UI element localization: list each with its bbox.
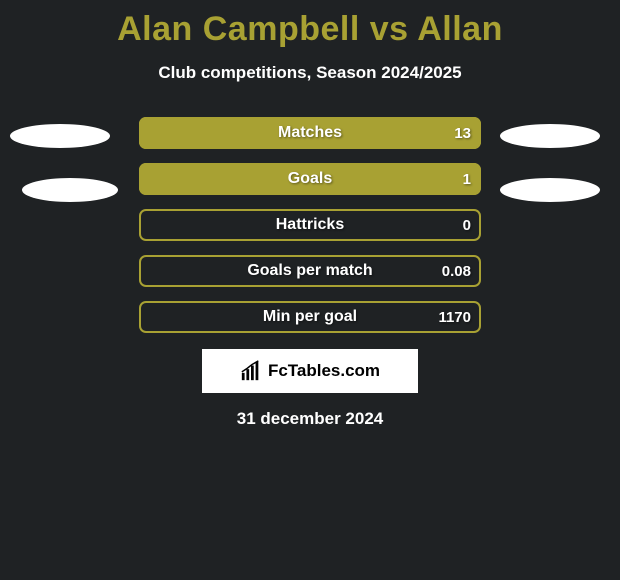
stat-bar-value: 0.08 bbox=[442, 255, 471, 287]
stat-bar-value: 1 bbox=[463, 163, 471, 195]
stat-bar-hattricks: Hattricks 0 bbox=[139, 209, 481, 241]
decorative-ellipse bbox=[500, 178, 600, 202]
stat-bar-value: 0 bbox=[463, 209, 471, 241]
stat-bar-label: Min per goal bbox=[139, 301, 481, 333]
stat-bar-label: Goals bbox=[139, 163, 481, 195]
decorative-ellipse bbox=[500, 124, 600, 148]
stat-bar-value: 1170 bbox=[438, 301, 471, 333]
brand-box: FcTables.com bbox=[202, 349, 418, 393]
stat-bar-label: Goals per match bbox=[139, 255, 481, 287]
decorative-ellipse bbox=[22, 178, 118, 202]
date-text: 31 december 2024 bbox=[0, 409, 620, 429]
decorative-ellipse bbox=[10, 124, 110, 148]
subtitle: Club competitions, Season 2024/2025 bbox=[0, 63, 620, 83]
stat-bar-value: 13 bbox=[454, 117, 471, 149]
brand-chart-icon bbox=[240, 360, 262, 382]
comparison-card: Alan Campbell vs Allan Club competitions… bbox=[0, 0, 620, 580]
brand-text: FcTables.com bbox=[268, 361, 380, 381]
stat-bar-goals: Goals 1 bbox=[139, 163, 481, 195]
page-title: Alan Campbell vs Allan bbox=[0, 0, 620, 49]
stat-bar-goals-per-match: Goals per match 0.08 bbox=[139, 255, 481, 287]
stat-bar-min-per-goal: Min per goal 1170 bbox=[139, 301, 481, 333]
stat-bar-matches: Matches 13 bbox=[139, 117, 481, 149]
stat-bar-label: Hattricks bbox=[139, 209, 481, 241]
stat-bar-label: Matches bbox=[139, 117, 481, 149]
stat-rows: Matches 13 Goals 1 Hattricks 0 Goals per… bbox=[0, 117, 620, 333]
